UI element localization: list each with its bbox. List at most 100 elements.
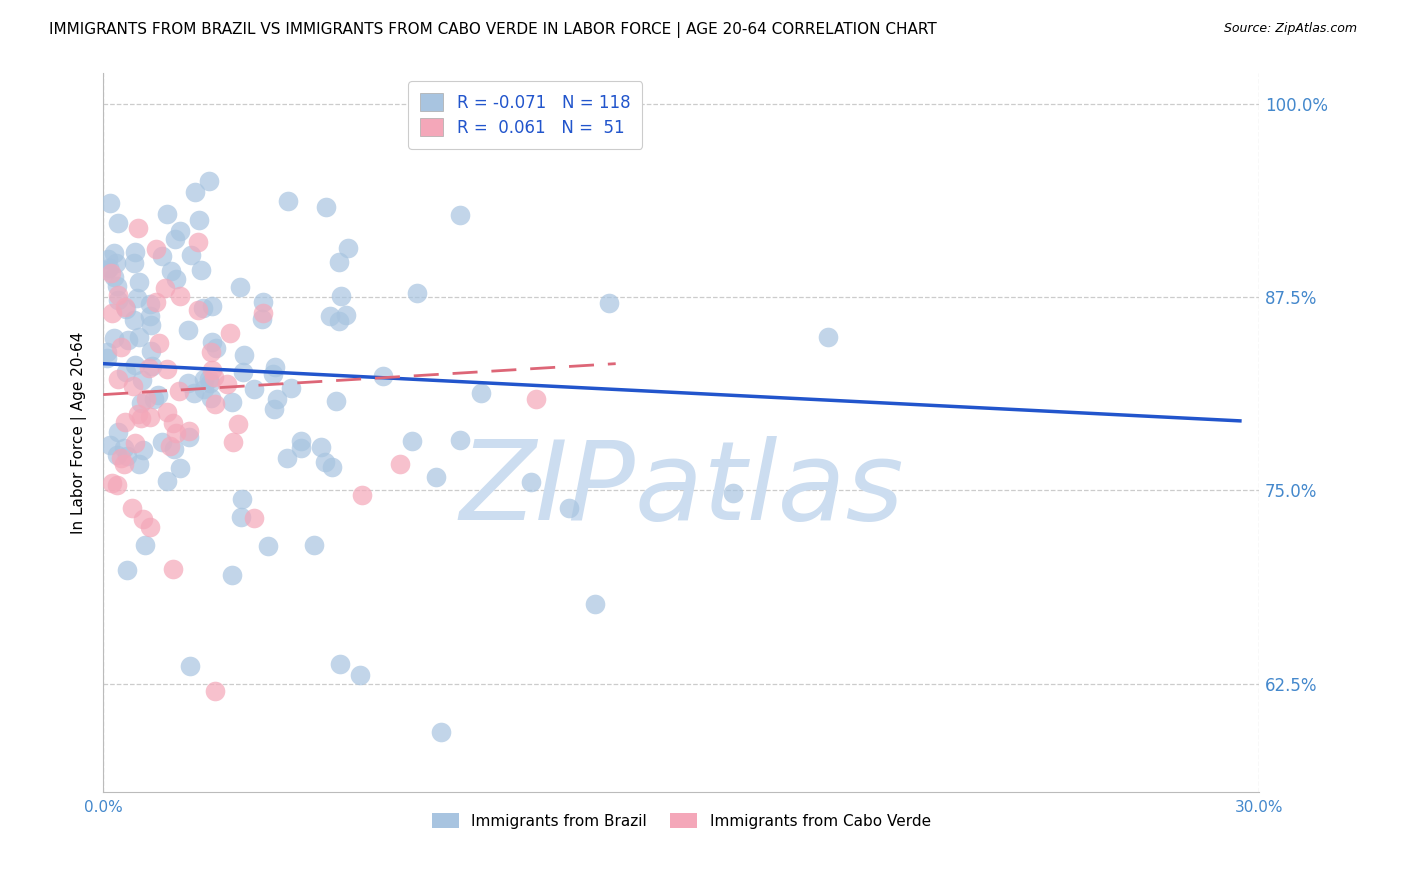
Point bbox=[156, 362, 179, 376]
Point bbox=[139, 318, 162, 332]
Point bbox=[124, 359, 146, 373]
Point bbox=[204, 396, 226, 410]
Point bbox=[187, 302, 209, 317]
Point bbox=[252, 306, 274, 320]
Point bbox=[325, 393, 347, 408]
Point bbox=[179, 424, 201, 438]
Point bbox=[112, 441, 135, 455]
Point bbox=[425, 469, 447, 483]
Point bbox=[114, 301, 136, 315]
Point bbox=[163, 232, 186, 246]
Point bbox=[107, 288, 129, 302]
Point bbox=[242, 383, 264, 397]
Point bbox=[263, 402, 285, 417]
Point bbox=[302, 538, 325, 552]
Point bbox=[449, 208, 471, 222]
Point bbox=[98, 438, 121, 452]
Point bbox=[138, 520, 160, 534]
Point bbox=[105, 478, 128, 492]
Point bbox=[373, 368, 395, 383]
Point bbox=[193, 301, 215, 315]
Point bbox=[264, 360, 287, 375]
Point bbox=[583, 598, 606, 612]
Point bbox=[352, 488, 374, 502]
Point bbox=[114, 366, 136, 380]
Point bbox=[138, 360, 160, 375]
Point bbox=[127, 407, 149, 421]
Point bbox=[167, 384, 190, 398]
Point bbox=[96, 351, 118, 365]
Point bbox=[131, 411, 153, 425]
Point bbox=[337, 241, 360, 255]
Point bbox=[135, 392, 157, 406]
Point bbox=[121, 501, 143, 516]
Point bbox=[159, 439, 181, 453]
Point bbox=[128, 330, 150, 344]
Point bbox=[169, 289, 191, 303]
Point bbox=[165, 272, 187, 286]
Point bbox=[148, 335, 170, 350]
Point bbox=[193, 382, 215, 396]
Point bbox=[150, 435, 173, 450]
Point bbox=[115, 450, 138, 464]
Point bbox=[233, 348, 256, 362]
Point bbox=[328, 313, 350, 327]
Point bbox=[190, 263, 212, 277]
Point bbox=[183, 386, 205, 401]
Point bbox=[98, 196, 121, 211]
Point bbox=[349, 667, 371, 681]
Point bbox=[401, 434, 423, 449]
Text: ZIPatlas: ZIPatlas bbox=[458, 436, 904, 543]
Point bbox=[315, 200, 337, 214]
Point bbox=[112, 458, 135, 472]
Point bbox=[156, 207, 179, 221]
Point bbox=[229, 280, 252, 294]
Point bbox=[721, 486, 744, 500]
Point bbox=[115, 302, 138, 317]
Point bbox=[557, 501, 579, 516]
Point bbox=[290, 434, 312, 449]
Point bbox=[524, 392, 547, 407]
Point bbox=[103, 245, 125, 260]
Point bbox=[318, 309, 340, 323]
Point bbox=[250, 311, 273, 326]
Point bbox=[201, 363, 224, 377]
Point bbox=[222, 434, 245, 449]
Point bbox=[519, 475, 541, 490]
Point bbox=[335, 309, 357, 323]
Point bbox=[177, 430, 200, 444]
Point bbox=[124, 244, 146, 259]
Point bbox=[117, 333, 139, 347]
Y-axis label: In Labor Force | Age 20-64: In Labor Force | Age 20-64 bbox=[72, 331, 87, 533]
Point bbox=[110, 340, 132, 354]
Point bbox=[329, 289, 352, 303]
Point bbox=[197, 174, 219, 188]
Point bbox=[179, 659, 201, 673]
Point bbox=[128, 275, 150, 289]
Point bbox=[156, 474, 179, 488]
Point bbox=[328, 254, 350, 268]
Point bbox=[103, 269, 125, 284]
Point bbox=[150, 249, 173, 263]
Point bbox=[198, 376, 221, 391]
Point bbox=[290, 441, 312, 455]
Point bbox=[204, 342, 226, 356]
Point bbox=[162, 562, 184, 576]
Point bbox=[169, 461, 191, 475]
Point bbox=[176, 376, 198, 390]
Point bbox=[200, 299, 222, 313]
Point bbox=[103, 331, 125, 345]
Point bbox=[107, 425, 129, 439]
Point bbox=[139, 297, 162, 311]
Point bbox=[321, 459, 343, 474]
Point bbox=[156, 404, 179, 418]
Point bbox=[146, 387, 169, 401]
Point bbox=[122, 378, 145, 392]
Point bbox=[187, 235, 209, 249]
Point bbox=[598, 296, 620, 310]
Point bbox=[96, 263, 118, 277]
Point bbox=[139, 309, 162, 323]
Point bbox=[177, 323, 200, 337]
Point bbox=[215, 376, 238, 391]
Point bbox=[107, 372, 129, 386]
